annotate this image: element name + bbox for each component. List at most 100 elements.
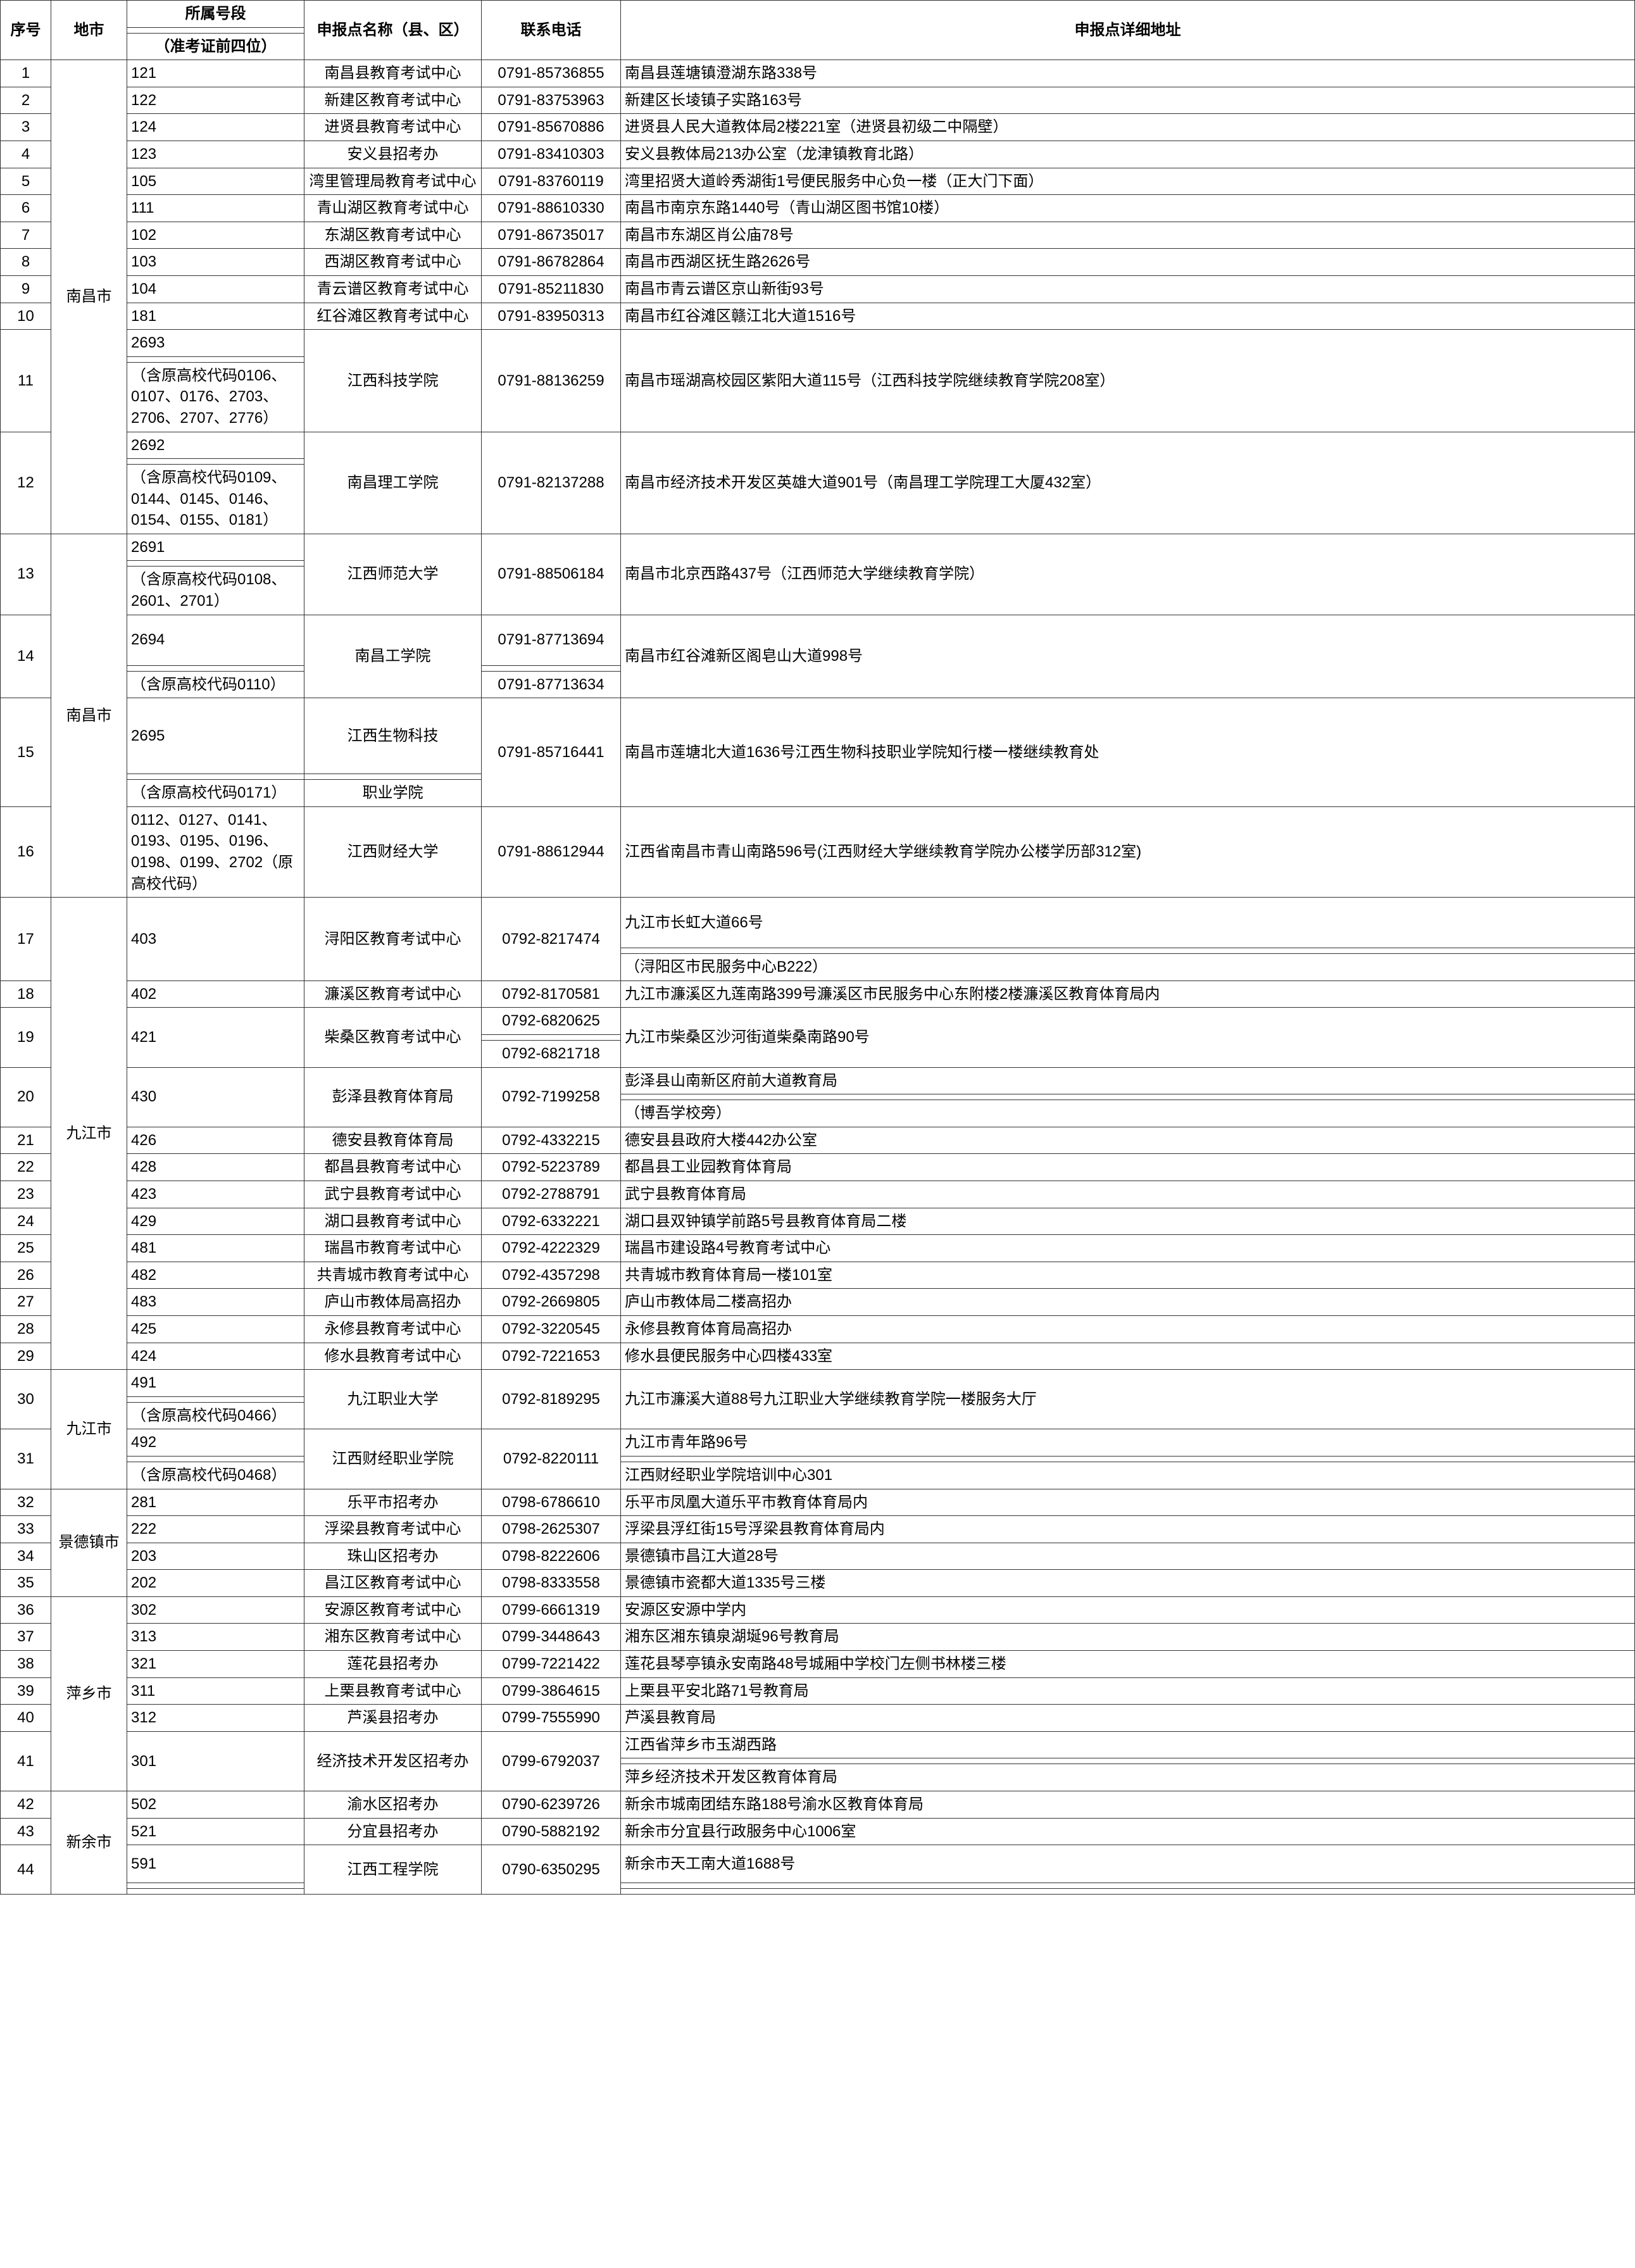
cell-seg: 2692 (127, 432, 304, 459)
cell-tel: 0792-8189295 (482, 1370, 621, 1429)
cell-seg: 2695 (127, 698, 304, 774)
cell-city: 南昌市 (51, 60, 127, 534)
cell-seg-blank (127, 356, 304, 362)
cell-seq: 16 (1, 806, 51, 897)
cell-tel: 0791-88612944 (482, 806, 621, 897)
table-row: 41 301 经济技术开发区招考办 0799-6792037 江西省萍乡市玉湖西… (1, 1731, 1635, 1758)
cell-seg: 301 (127, 1731, 304, 1791)
cell-seg: 313 (127, 1624, 304, 1651)
table-row: 6 111 青山湖区教育考试中心 0791-88610330 南昌市南京东路14… (1, 195, 1635, 222)
table-row: 17 九江市 403 浔阳区教育考试中心 0792-8217474 九江市长虹大… (1, 898, 1635, 948)
cell-seq: 21 (1, 1127, 51, 1154)
cell-name: 新建区教育考试中心 (304, 87, 482, 114)
table-row: 14 2694 南昌工学院 0791-87713694 南昌市红谷滩新区阁皂山大… (1, 615, 1635, 665)
cell-seg: 482 (127, 1262, 304, 1289)
cell-seg: 222 (127, 1516, 304, 1543)
cell-seq: 8 (1, 249, 51, 276)
table-row: 31 492 江西财经职业学院 0792-8220111 九江市青年路96号 (1, 1429, 1635, 1457)
cell-name: 青云谱区教育考试中心 (304, 275, 482, 303)
cell-seg: 103 (127, 249, 304, 276)
cell-addr: 新余市分宜县行政服务中心1006室 (621, 1818, 1635, 1845)
cell-seq: 40 (1, 1705, 51, 1732)
cell-tel: 0799-3864615 (482, 1677, 621, 1705)
cell-tel: 0791-86735017 (482, 222, 621, 249)
cell-addr: 新建区长堎镇子实路163号 (621, 87, 1635, 114)
table-row (1, 1456, 1635, 1462)
cell-tel: 0792-2788791 (482, 1181, 621, 1208)
cell-seg: 426 (127, 1127, 304, 1154)
cell-seq: 22 (1, 1154, 51, 1181)
cell-seg: 402 (127, 981, 304, 1008)
cell-seg-blank (127, 1883, 304, 1889)
cell-seg: 111 (127, 195, 304, 222)
cell-seq: 12 (1, 432, 51, 534)
cell-seg: 2691 (127, 534, 304, 561)
table-row: 32 景德镇市 281 乐平市招考办 0798-6786610 乐平市凤凰大道乐… (1, 1489, 1635, 1516)
cell-name: 永修县教育考试中心 (304, 1315, 482, 1343)
cell-name: 安源区教育考试中心 (304, 1596, 482, 1624)
cell-seq: 1 (1, 60, 51, 87)
cell-name: 分宜县招考办 (304, 1818, 482, 1845)
cell-seq: 39 (1, 1677, 51, 1705)
cell-name: 江西生物科技 (304, 698, 482, 774)
cell-seg: （含原高校代码0466） (127, 1402, 304, 1429)
cell-tel: 0791-85211830 (482, 275, 621, 303)
cell-addr: 德安县县政府大楼442办公室 (621, 1127, 1635, 1154)
cell-addr: 湘东区湘东镇泉湖埏96号教育局 (621, 1624, 1635, 1651)
table-row: 24 429 湖口县教育考试中心 0792-6332221 湖口县双钟镇学前路5… (1, 1208, 1635, 1235)
cell-addr-blank (621, 948, 1635, 954)
cell-seq: 29 (1, 1343, 51, 1370)
cell-tel: 0798-6786610 (482, 1489, 621, 1516)
cell-addr: 修水县便民服务中心四楼433室 (621, 1343, 1635, 1370)
cell-seg-blank (127, 1456, 304, 1462)
table-row: 35 202 昌江区教育考试中心 0798-8333558 景德镇市瓷都大道13… (1, 1570, 1635, 1597)
cell-name: 彭泽县教育体育局 (304, 1067, 482, 1127)
cell-city: 新余市 (51, 1791, 127, 1895)
cell-addr: 湾里招贤大道岭秀湖街1号便民服务中心负一楼（正大门下面） (621, 168, 1635, 195)
cell-addr: 南昌市经济技术开发区英雄大道901号（南昌理工学院理工大厦432室） (621, 432, 1635, 534)
cell-addr: 九江市柴桑区沙河街道柴桑南路90号 (621, 1008, 1635, 1067)
cell-tel: 0791-83753963 (482, 87, 621, 114)
header-tel: 联系电话 (482, 1, 621, 60)
cell-addr: 江西省南昌市青山南路596号(江西财经大学继续教育学院办公楼学历部312室) (621, 806, 1635, 897)
cell-addr: 江西财经职业学院培训中心301 (621, 1462, 1635, 1489)
cell-name: 上栗县教育考试中心 (304, 1677, 482, 1705)
cell-name: 濂溪区教育考试中心 (304, 981, 482, 1008)
table-row: 16 0112、0127、0141、0193、0195、0196、0198、01… (1, 806, 1635, 897)
cell-addr: 南昌市南京东路1440号（青山湖区图书馆10楼） (621, 195, 1635, 222)
table-row: 27 483 庐山市教体局高招办 0792-2669805 庐山市教体局二楼高招… (1, 1289, 1635, 1316)
table-row: 8 103 西湖区教育考试中心 0791-86782864 南昌市西湖区抚生路2… (1, 249, 1635, 276)
cell-seq: 42 (1, 1791, 51, 1819)
cell-tel: 0792-3220545 (482, 1315, 621, 1343)
header-name: 申报点名称（县、区） (304, 1, 482, 60)
cell-city: 南昌市 (51, 534, 127, 897)
cell-name: 湘东区教育考试中心 (304, 1624, 482, 1651)
cell-seg: 312 (127, 1705, 304, 1732)
cell-tel: 0798-8222606 (482, 1543, 621, 1570)
cell-tel: 0791-88506184 (482, 534, 621, 615)
cell-addr: 萍乡经济技术开发区教育体育局 (621, 1764, 1635, 1791)
table-row: 30 九江市 491 九江职业大学 0792-8189295 九江市濂溪大道88… (1, 1370, 1635, 1397)
cell-seg: （含原高校代码0106、0107、0176、2703、2706、2707、277… (127, 362, 304, 432)
table-row: 25 481 瑞昌市教育考试中心 0792-4222329 瑞昌市建设路4号教育… (1, 1235, 1635, 1262)
cell-name: 德安县教育体育局 (304, 1127, 482, 1154)
cell-tel: 0790-5882192 (482, 1818, 621, 1845)
cell-addr: 安义县教体局213办公室（龙津镇教育北路） (621, 141, 1635, 168)
header-seq: 序号 (1, 1, 51, 60)
cell-name: 江西师范大学 (304, 534, 482, 615)
cell-addr-blank (621, 1889, 1635, 1895)
table-row: 34 203 珠山区招考办 0798-8222606 景德镇市昌江大道28号 (1, 1543, 1635, 1570)
cell-addr: 景德镇市瓷都大道1335号三楼 (621, 1570, 1635, 1597)
cell-seq: 14 (1, 615, 51, 698)
header-segment-blank (127, 27, 304, 33)
cell-tel: 0791-86782864 (482, 249, 621, 276)
cell-tel: 0792-8170581 (482, 981, 621, 1008)
cell-seg: 428 (127, 1154, 304, 1181)
cell-tel: 0792-6332221 (482, 1208, 621, 1235)
cell-seq: 19 (1, 1008, 51, 1067)
header-segment: 所属号段 (127, 1, 304, 28)
cell-tel: 0791-83760119 (482, 168, 621, 195)
table-row: 22 428 都昌县教育考试中心 0792-5223789 都昌县工业园教育体育… (1, 1154, 1635, 1181)
cell-seg: 492 (127, 1429, 304, 1457)
table-row: 5 105 湾里管理局教育考试中心 0791-83760119 湾里招贤大道岭秀… (1, 168, 1635, 195)
